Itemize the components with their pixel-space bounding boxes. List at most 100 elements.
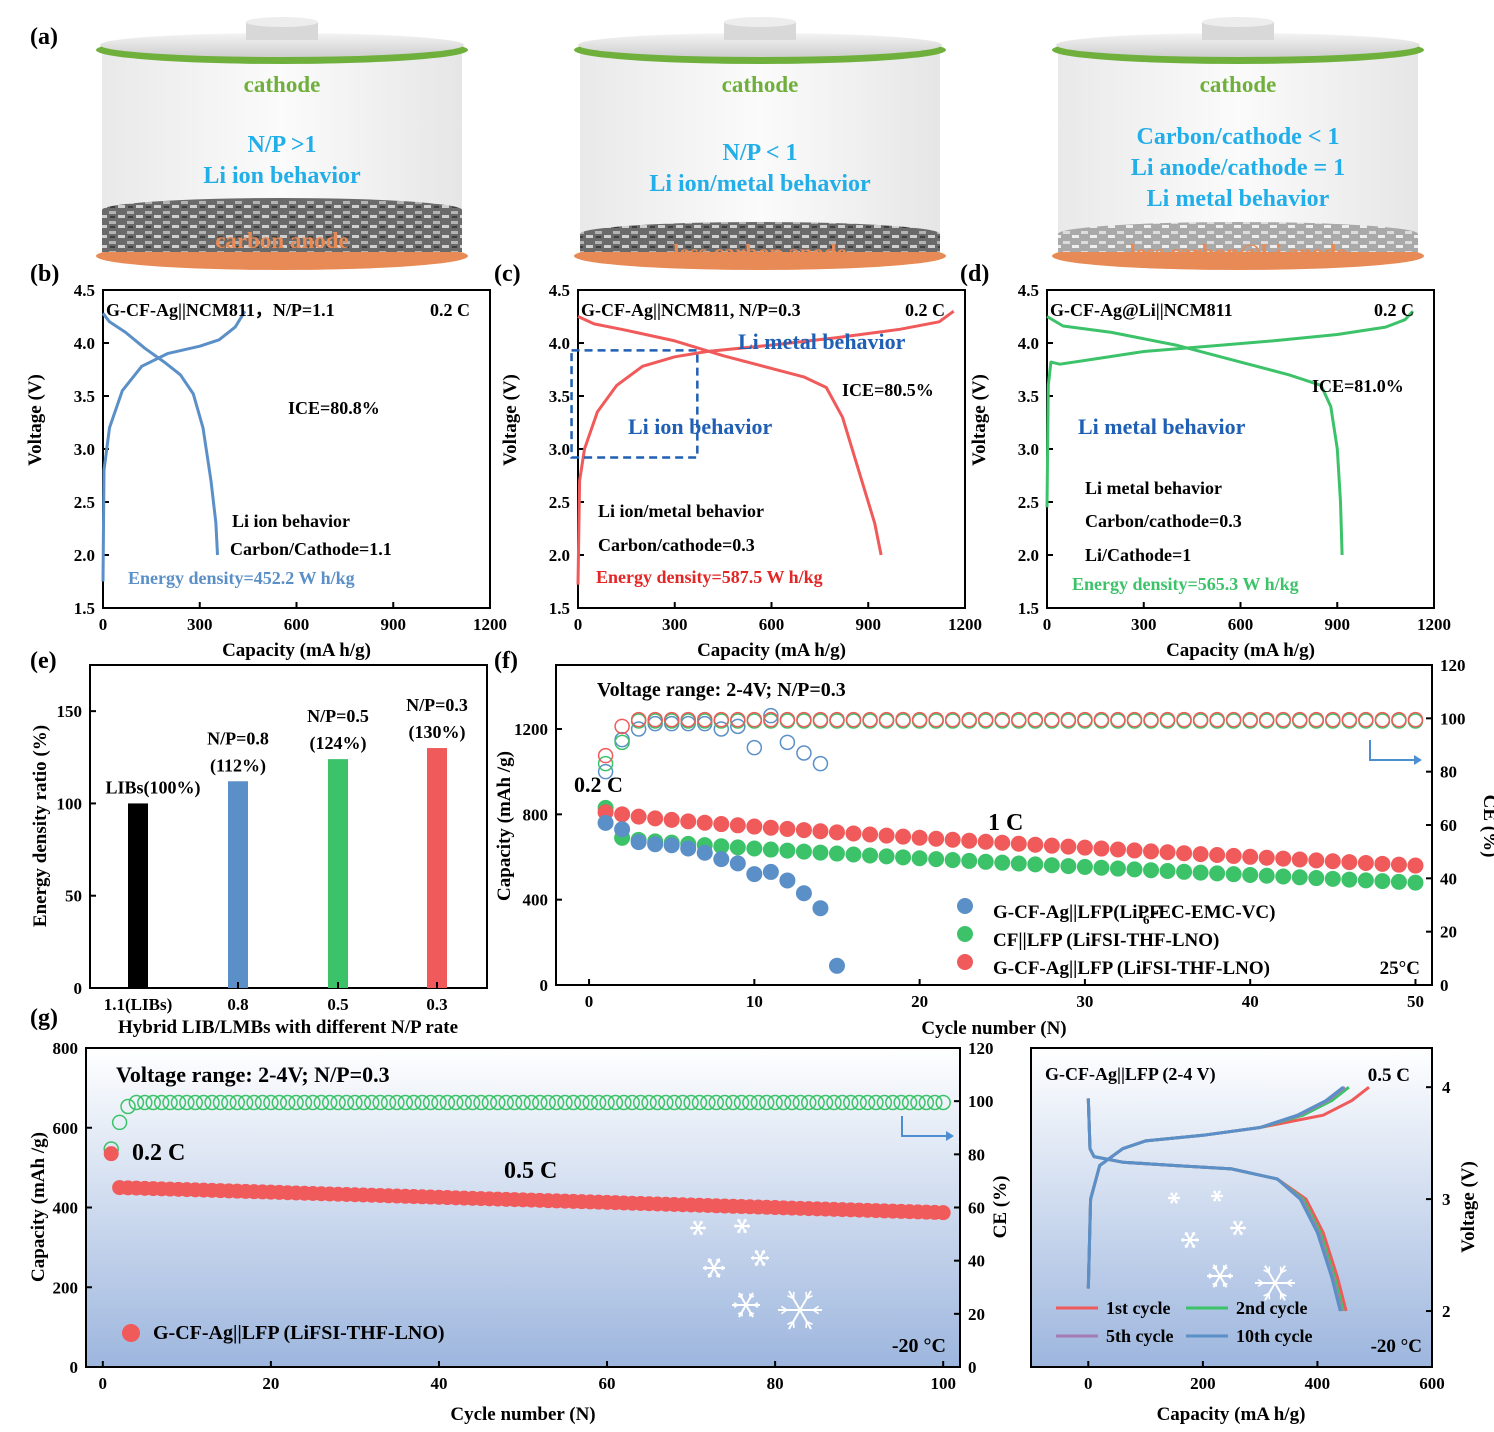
plot-background [1031,1048,1432,1367]
snowflake-branch [1175,1193,1178,1196]
rate-label: 0.2 C [1374,300,1414,320]
ce-point [691,1094,708,1111]
snowflake-arm [754,1257,761,1267]
snowflake-arm [697,1220,703,1229]
capacity-point [1060,858,1077,875]
ce-point [911,711,928,728]
bar-value-label: (112%) [210,755,266,776]
voltage-curve-discharge [1046,315,1344,556]
snowflake-branch [716,1260,721,1264]
ce-point [1275,713,1291,729]
capacity-point [1027,836,1044,853]
ce-point [918,1094,935,1111]
capacity-point [1374,873,1391,890]
capacity-point [779,842,796,859]
ce-point [305,1094,321,1111]
rate-label: 0.2 C [430,300,470,320]
x-tick-label: 1200 [1417,615,1451,634]
snowflake-branch [753,1304,759,1309]
x-axis-label: Capacity (mA h/g) [1166,640,1315,661]
snowflake-arm [693,1227,699,1236]
anode-label: less carbon@Li anode [1130,240,1347,266]
ce-point [713,721,730,737]
capacity-point [828,957,845,974]
ce-point [548,1094,565,1111]
snowflake-arm [707,1257,715,1269]
panel-label-a: (a) [30,24,58,50]
ce-point [1143,713,1159,729]
cell-illustration-3: cathode Carbon/cathode < 1 Li anode/cathod… [1052,17,1424,270]
anode-label: carbon anode [215,228,349,253]
y-tick-label: 2.0 [1018,546,1039,565]
x-tick-label: 0.3 [426,995,447,1014]
capacity-point [1341,854,1358,871]
ce-point [779,711,796,728]
snowflake-icon [751,1249,769,1267]
bar-value-label: (124%) [310,733,367,754]
x-tick-label: 60 [599,1374,616,1393]
y-tick-label: 1.5 [74,599,95,618]
snowflake-branch [1211,1194,1214,1197]
ce-point [862,711,878,728]
bar-value-label: N/P=0.3 [406,695,468,715]
ce-point [1044,713,1060,729]
ce-point [448,1094,464,1111]
y2-tick-label: 120 [968,1039,994,1058]
snowflake-branch [749,1295,755,1299]
ce-point [1176,711,1192,728]
ce-point [414,1094,430,1111]
capacity-point [1308,852,1325,869]
ce-point [845,711,862,728]
ce-point [1275,711,1291,728]
y-axis-label: Voltage (V) [25,374,46,466]
snowflake-arm [707,1267,715,1279]
ce-point [321,1094,338,1111]
ce-point [630,713,647,729]
capacity-point [103,1146,119,1162]
capacity-point [1390,856,1407,873]
snowflake-arm [1219,1275,1228,1288]
capacity-point [647,810,664,827]
snowflake-branch [1170,1200,1173,1203]
capacity-point [812,823,829,840]
snowflake-arm [1274,1282,1286,1301]
ce-point [763,711,779,728]
x-tick-label: 300 [187,615,213,634]
ce-point [630,711,647,728]
x-tick-label: 900 [381,615,407,634]
x-tick-label: 80 [767,1374,784,1393]
ce-point [597,755,614,772]
capacity-point [729,817,746,834]
snowflake-branch [812,1305,820,1311]
snowflake-arm [1184,1231,1191,1241]
ratio-label: Carbon/Cathode=1.1 [230,539,392,559]
x-tick-label: 900 [856,615,882,634]
snowflake-branch [1192,1233,1196,1237]
ce-point [187,1094,203,1111]
cell-text-line: Li ion/metal behavior [649,171,871,197]
ce-point [885,1094,901,1111]
capacity-point [762,819,779,836]
x-tick-label: 0 [1084,1374,1093,1393]
ce-point [784,1094,800,1111]
capacity-point [935,1205,951,1221]
snowflake-arm [741,1218,747,1227]
snowflake-arm [1264,1282,1276,1301]
ce-point [1060,711,1077,728]
capacity-point [1159,862,1176,879]
ce-point [380,1094,397,1111]
ce-point [1159,711,1176,728]
capacity-point [1324,853,1341,870]
voltage-curve-discharge [577,315,883,556]
ce-point [1374,711,1391,728]
ce-point [961,711,977,728]
li-metal-annotation: Li metal behavior [738,329,906,354]
snowflake-arm [1189,1231,1196,1241]
discharge-curve [1086,1098,1342,1312]
ce-point [1077,711,1093,728]
snowflake-branch [744,1220,747,1223]
y2-axis-label: CE (%) [1479,795,1494,858]
ce-point [742,1094,758,1111]
ce-point [893,1094,909,1111]
bar-0.3 [427,748,447,988]
